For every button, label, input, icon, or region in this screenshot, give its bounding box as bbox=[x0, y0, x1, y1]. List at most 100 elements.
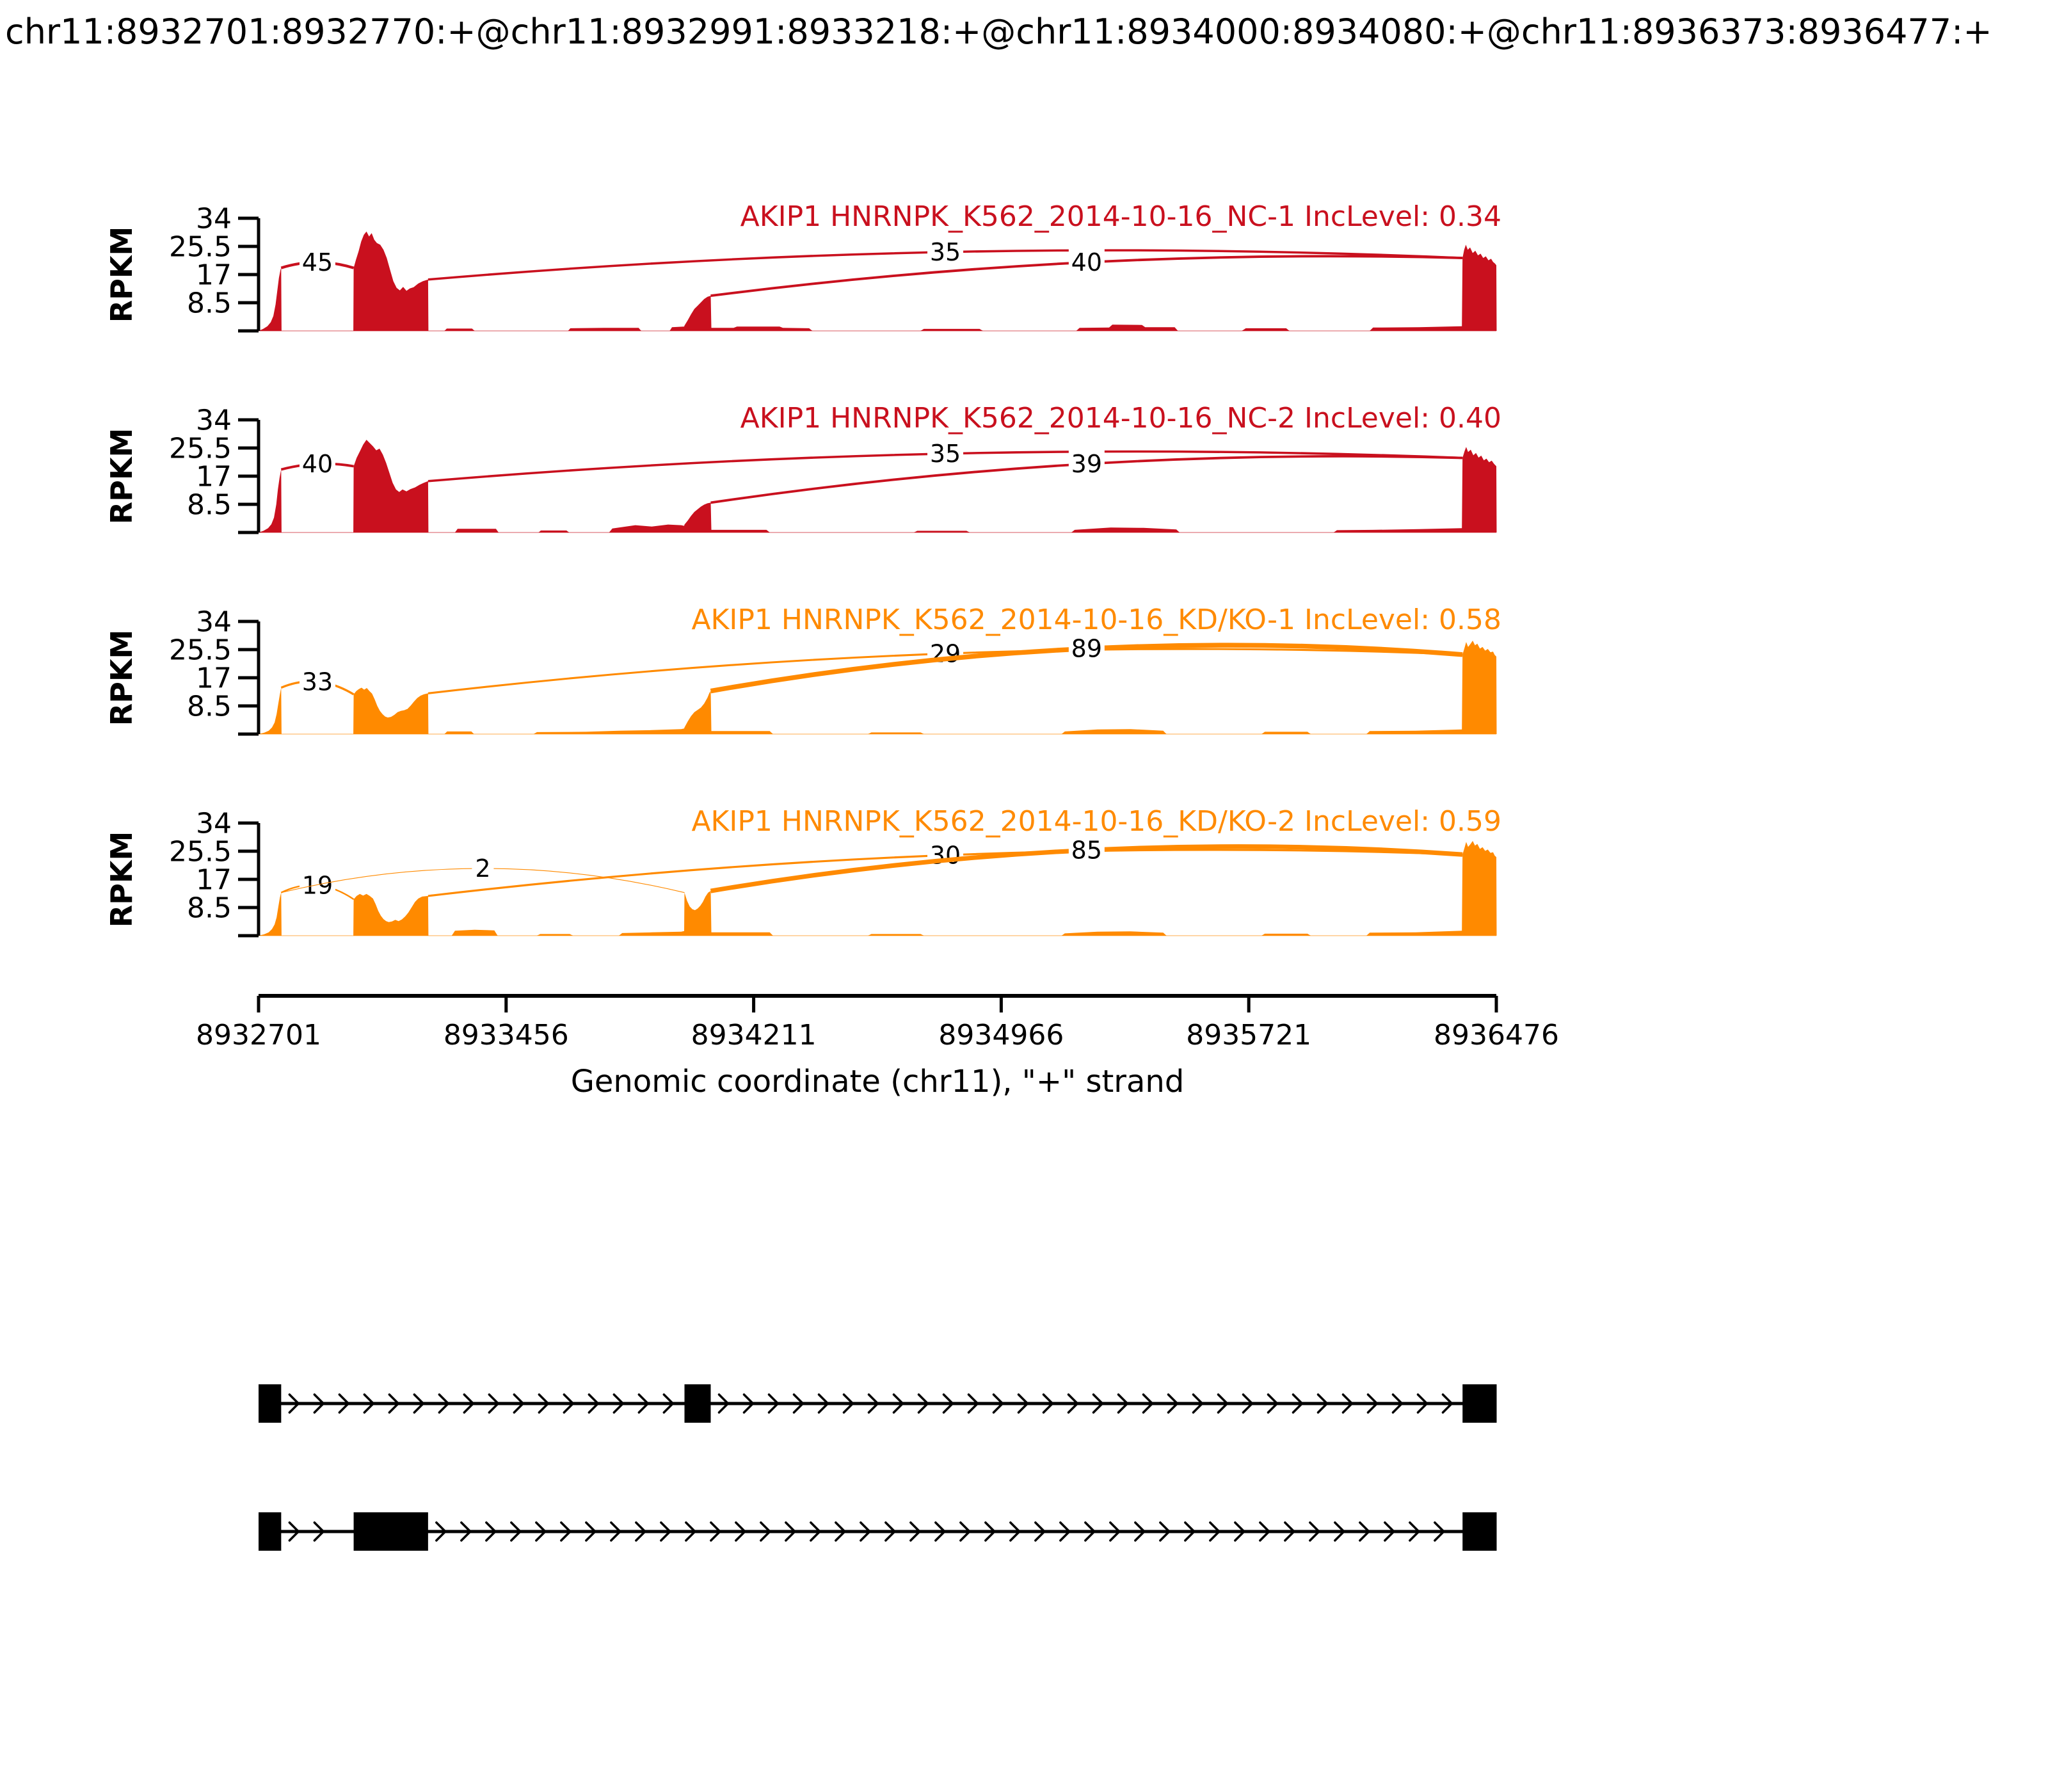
exon-block bbox=[259, 1512, 282, 1551]
exon-block bbox=[259, 1384, 282, 1423]
strand-chevron-icon bbox=[1292, 1393, 1304, 1414]
strand-chevron-icon bbox=[1117, 1393, 1129, 1414]
y-tick-label: 17 bbox=[196, 863, 232, 896]
strand-chevron-icon bbox=[488, 1393, 500, 1414]
x-tick-label: 8934211 bbox=[691, 1019, 817, 1052]
junction-count: 2 bbox=[475, 854, 490, 883]
junction-count-bg bbox=[927, 438, 964, 468]
strand-chevron-icon bbox=[984, 1521, 996, 1542]
track-title: AKIP1 HNRNPK_K562_2014-10-16_NC-1 IncLev… bbox=[740, 200, 1501, 233]
strand-chevron-icon bbox=[760, 1521, 772, 1542]
strand-chevron-icon bbox=[363, 1393, 375, 1414]
strand-chevron-icon bbox=[810, 1521, 822, 1542]
y-axis-label: RPKM bbox=[104, 831, 139, 928]
strand-chevron-icon bbox=[388, 1393, 400, 1414]
strand-chevron-icon bbox=[1059, 1521, 1071, 1542]
strand-chevron-icon bbox=[1092, 1393, 1104, 1414]
strand-chevron-icon bbox=[1267, 1393, 1279, 1414]
strand-chevron-icon bbox=[717, 1393, 730, 1414]
strand-chevron-icon bbox=[288, 1393, 300, 1414]
strand-chevron-icon bbox=[637, 1393, 650, 1414]
strand-chevron-icon bbox=[413, 1393, 425, 1414]
strand-chevron-icon bbox=[1334, 1521, 1346, 1542]
junction-count: 40 bbox=[1071, 248, 1102, 276]
y-tick-label: 34 bbox=[196, 807, 232, 840]
strand-chevron-icon bbox=[1184, 1521, 1196, 1542]
strand-chevron-icon bbox=[942, 1393, 954, 1414]
y-tick-label: 34 bbox=[196, 605, 232, 638]
strand-chevron-icon bbox=[1034, 1521, 1046, 1542]
strand-chevron-icon bbox=[560, 1521, 572, 1542]
junction-count-bg bbox=[1068, 247, 1105, 277]
strand-chevron-icon bbox=[538, 1393, 550, 1414]
strand-chevron-icon bbox=[1284, 1521, 1296, 1542]
strand-chevron-icon bbox=[1209, 1521, 1221, 1542]
strand-chevron-icon bbox=[1142, 1393, 1154, 1414]
y-axis-label: RPKM bbox=[104, 428, 139, 525]
y-tick-label: 8.5 bbox=[187, 690, 232, 723]
x-tick-label: 8936476 bbox=[1434, 1019, 1559, 1052]
strand-chevron-icon bbox=[767, 1393, 780, 1414]
strand-chevron-icon bbox=[909, 1521, 922, 1542]
strand-chevron-icon bbox=[842, 1393, 854, 1414]
junction-count: 35 bbox=[930, 238, 961, 266]
y-tick-label: 8.5 bbox=[187, 488, 232, 521]
coverage-area bbox=[259, 641, 1497, 734]
coverage-area bbox=[259, 440, 1497, 532]
y-tick-label: 8.5 bbox=[187, 892, 232, 924]
strand-chevron-icon bbox=[1416, 1393, 1428, 1414]
x-axis-label: Genomic coordinate (chr11), "+" strand bbox=[571, 1064, 1185, 1100]
strand-chevron-icon bbox=[1084, 1521, 1096, 1542]
strand-chevron-icon bbox=[463, 1393, 475, 1414]
strand-chevron-icon bbox=[288, 1521, 300, 1542]
strand-chevron-icon bbox=[1017, 1393, 1029, 1414]
y-tick-label: 25.5 bbox=[169, 432, 232, 465]
strand-chevron-icon bbox=[438, 1393, 450, 1414]
strand-chevron-icon bbox=[959, 1521, 972, 1542]
junction-count-bg bbox=[927, 639, 964, 669]
strand-chevron-icon bbox=[1109, 1521, 1121, 1542]
y-tick-label: 8.5 bbox=[187, 287, 232, 319]
junction-count: 33 bbox=[302, 668, 333, 696]
y-tick-label: 34 bbox=[196, 202, 232, 235]
strand-chevron-icon bbox=[892, 1393, 904, 1414]
strand-chevron-icon bbox=[535, 1521, 547, 1542]
y-tick-label: 25.5 bbox=[169, 634, 232, 666]
exon-block bbox=[1462, 1512, 1497, 1551]
track-title: AKIP1 HNRNPK_K562_2014-10-16_KD/KO-2 Inc… bbox=[691, 805, 1501, 838]
strand-chevron-icon bbox=[867, 1393, 879, 1414]
strand-chevron-icon bbox=[817, 1393, 829, 1414]
junction-count-bg bbox=[472, 853, 494, 883]
junction-count-bg bbox=[1068, 634, 1105, 664]
junction-count: 35 bbox=[930, 440, 961, 468]
junction-count: 45 bbox=[302, 248, 333, 276]
junction-count: 30 bbox=[930, 842, 961, 870]
strand-chevron-icon bbox=[1341, 1393, 1354, 1414]
strand-chevron-icon bbox=[735, 1521, 747, 1542]
strand-chevron-icon bbox=[1316, 1393, 1329, 1414]
y-tick-label: 17 bbox=[196, 662, 232, 694]
strand-chevron-icon bbox=[585, 1521, 597, 1542]
strand-chevron-icon bbox=[635, 1521, 647, 1542]
strand-chevron-icon bbox=[1359, 1521, 1371, 1542]
strand-chevron-icon bbox=[662, 1393, 675, 1414]
coverage-area bbox=[259, 841, 1497, 936]
strand-chevron-icon bbox=[1134, 1521, 1146, 1542]
strand-chevron-icon bbox=[1259, 1521, 1271, 1542]
junction-count-bg bbox=[1068, 449, 1105, 479]
junction-count-bg bbox=[927, 840, 964, 870]
strand-chevron-icon bbox=[313, 1521, 325, 1542]
strand-chevron-icon bbox=[313, 1393, 325, 1414]
y-axis-label: RPKM bbox=[104, 227, 139, 323]
x-tick-label: 8934966 bbox=[938, 1019, 1064, 1052]
junction-count-bg bbox=[299, 667, 335, 697]
strand-chevron-icon bbox=[685, 1521, 697, 1542]
junction-count: 40 bbox=[302, 450, 333, 478]
strand-chevron-icon bbox=[612, 1393, 625, 1414]
strand-chevron-icon bbox=[588, 1393, 600, 1414]
figure-title: chr11:8932701:8932770:+@chr11:8932991:89… bbox=[5, 12, 1992, 52]
